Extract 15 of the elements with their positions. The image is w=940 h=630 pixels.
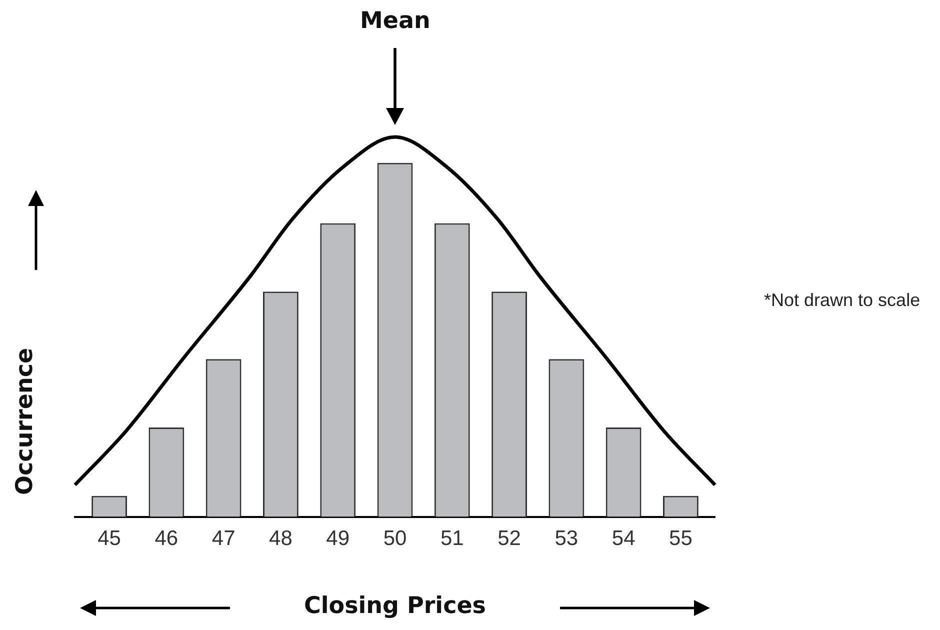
- x-tick-label: 52: [498, 527, 521, 550]
- x-tick-label: 47: [212, 527, 236, 550]
- x-tick-label: 48: [269, 527, 292, 550]
- x-tick-label: 55: [669, 527, 692, 550]
- y-axis-title: Occurrence: [12, 348, 38, 495]
- x-tick-label: 50: [383, 527, 407, 550]
- x-tick-label: 49: [326, 527, 350, 550]
- text: *Not drawn to scale: [764, 290, 920, 311]
- x-tick-label: 54: [612, 527, 636, 550]
- x-tick-label: 45: [98, 527, 121, 550]
- x-axis-title: Closing Prices: [304, 593, 486, 619]
- annotation: Mean: [360, 8, 430, 34]
- x-tick-label: 51: [440, 527, 464, 550]
- x-tick-label: 46: [154, 527, 178, 550]
- x-tick-label: 53: [554, 527, 578, 550]
